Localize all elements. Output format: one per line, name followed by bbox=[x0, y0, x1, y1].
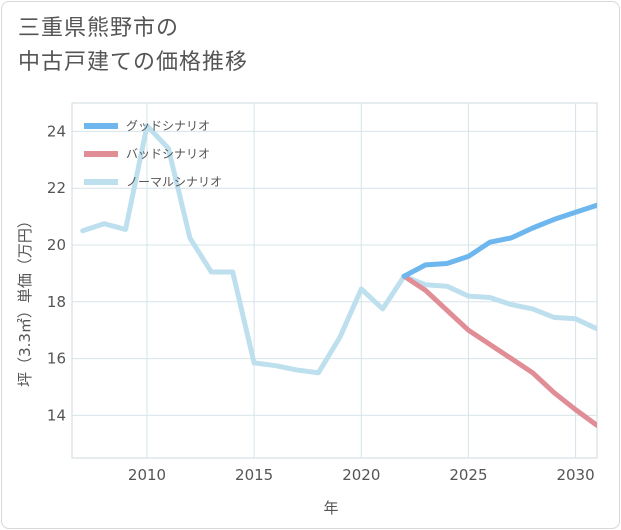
y-tick-label: 24 bbox=[47, 122, 66, 140]
y-tick-label: 22 bbox=[47, 179, 66, 197]
series-lines bbox=[80, 123, 597, 428]
x-tick-label: 2010 bbox=[128, 466, 166, 484]
series-line-0 bbox=[401, 202, 597, 279]
y-tick-label: 14 bbox=[47, 406, 66, 424]
legend-label: ノーマルシナリオ bbox=[126, 175, 222, 189]
x-tick-label: 2030 bbox=[556, 466, 594, 484]
plot-area bbox=[71, 102, 598, 459]
series-line-1 bbox=[401, 273, 597, 428]
x-tick-label: 2025 bbox=[449, 466, 487, 484]
x-tick-label: 2020 bbox=[342, 466, 380, 484]
y-axis-ticks: 14 16 18 20 22 24 bbox=[47, 122, 66, 424]
x-tick-label: 2015 bbox=[235, 466, 273, 484]
chart-title-line1: 三重県熊野市の bbox=[18, 16, 180, 41]
x-axis-ticks: 2010 2015 2020 2025 2030 bbox=[128, 466, 595, 484]
x-axis-title: 年 bbox=[323, 499, 338, 517]
legend-label: バッドシナリオ bbox=[126, 147, 210, 161]
y-axis-title: 坪（3.3㎡）単価（万円） bbox=[16, 213, 34, 387]
y-tick-label: 20 bbox=[47, 236, 66, 254]
y-tick-label: 18 bbox=[47, 293, 66, 311]
y-tick-label: 16 bbox=[47, 350, 66, 368]
chart-title: 三重県熊野市の 中古戸建ての価格推移 bbox=[18, 12, 248, 80]
legend-label: グッドシナリオ bbox=[126, 119, 210, 133]
chart-title-line2: 中古戸建ての価格推移 bbox=[18, 50, 249, 75]
series-line-2 bbox=[80, 123, 597, 376]
